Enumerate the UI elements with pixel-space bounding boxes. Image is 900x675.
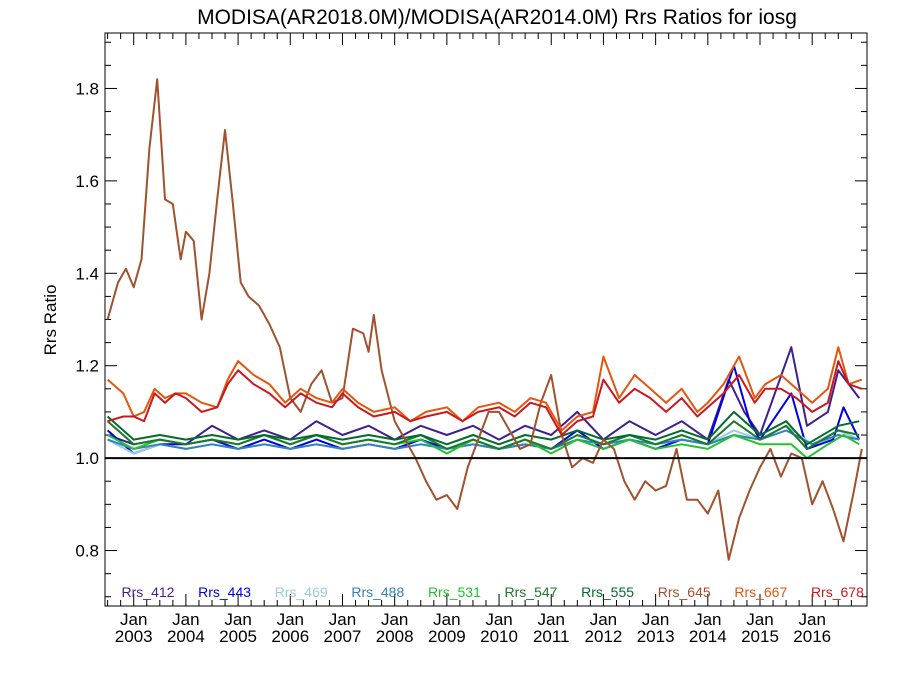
x-tick-label-year: 2010: [480, 627, 518, 646]
x-tick-label-year: 2007: [324, 627, 362, 646]
legend-entry: Rrs_667: [734, 584, 787, 600]
x-tick-label-year: 2014: [689, 627, 727, 646]
x-tick-label-month: Jan: [433, 610, 460, 629]
x-tick-label-month: Jan: [485, 610, 512, 629]
x-tick-label-year: 2009: [428, 627, 466, 646]
series-line-rrs-667: [106, 346, 863, 432]
y-tick-label: 1.4: [75, 264, 99, 283]
x-tick-label-year: 2005: [219, 627, 257, 646]
x-tick-label-month: Jan: [746, 610, 773, 629]
x-tick-label-year: 2008: [376, 627, 414, 646]
x-tick-label-month: Jan: [590, 610, 617, 629]
x-tick-label-year: 2016: [793, 627, 831, 646]
x-tick-label-month: Jan: [798, 610, 825, 629]
y-tick-label: 1.2: [75, 357, 99, 376]
legend-entry: Rrs_547: [505, 584, 558, 600]
y-tick-label: 0.8: [75, 542, 99, 561]
series-layer: [106, 78, 863, 561]
legend-entry: Rrs_412: [122, 584, 175, 600]
x-tick-label-month: Jan: [120, 610, 147, 629]
tick-layer: [105, 33, 867, 606]
x-tick-label-month: Jan: [277, 610, 304, 629]
legend-entry: Rrs_488: [351, 584, 404, 600]
legend: Rrs_412 Rrs_443 Rrs_469 Rrs_488 Rrs_531 Rrs_5…: [122, 584, 865, 600]
series-line-rrs-555: [106, 410, 860, 446]
x-tick-label-year: 2004: [167, 627, 205, 646]
x-tick-label-year: 2006: [271, 627, 309, 646]
series-line-rrs-547: [106, 420, 860, 450]
x-tick-label-month: Jan: [642, 610, 669, 629]
tick-labels: 0.81.01.21.41.61.8Jan2003Jan2004Jan2005J…: [75, 79, 831, 646]
series-line-rrs-678: [107, 360, 863, 436]
legend-entry: Rrs_555: [581, 584, 634, 600]
x-tick-label-month: Jan: [538, 610, 565, 629]
x-tick-label-year: 2011: [533, 627, 570, 646]
plot-area-frame: [104, 32, 868, 607]
y-tick-label: 1.8: [75, 79, 99, 98]
x-tick-label-month: Jan: [224, 610, 251, 629]
x-tick-label-month: Jan: [172, 610, 199, 629]
legend-entry: Rrs_443: [198, 584, 251, 600]
y-tick-label: 1.0: [75, 449, 99, 468]
series-line-rrs-645: [106, 78, 863, 561]
legend-entry: Rrs_531: [428, 584, 481, 600]
x-tick-label-month: Jan: [381, 610, 408, 629]
x-tick-label-year: 2015: [741, 627, 779, 646]
x-tick-label-year: 2003: [115, 627, 153, 646]
y-axis-title: Rrs Ratio: [41, 285, 60, 356]
legend-entry: Rrs_469: [275, 584, 328, 600]
x-tick-label-month: Jan: [694, 610, 721, 629]
chart-title: MODISA(AR2018.0M)/MODISA(AR2014.0M) Rrs …: [197, 6, 797, 29]
x-tick-label-month: Jan: [329, 610, 356, 629]
legend-entry: Rrs_645: [658, 584, 711, 600]
y-tick-label: 1.6: [75, 172, 99, 191]
legend-entry: Rrs_678: [811, 584, 864, 600]
x-tick-label-year: 2013: [637, 627, 675, 646]
x-tick-label-year: 2012: [585, 627, 623, 646]
